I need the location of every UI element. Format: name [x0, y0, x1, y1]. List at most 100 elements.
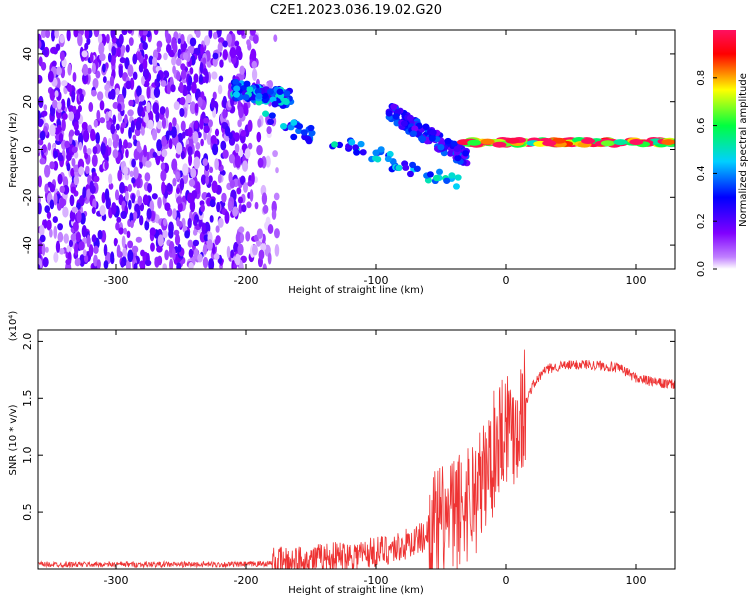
x-tick-label: -200 [234, 574, 259, 587]
spectrogram-cell [197, 96, 203, 108]
spectrogram-cell [69, 129, 75, 137]
spectrogram-cell [86, 234, 91, 248]
spectrogram-cell [271, 209, 277, 220]
spectrogram-y-axis-label: Frequency (Hz) [8, 112, 19, 188]
spectrogram-cell [82, 186, 87, 199]
snr-x-ticks: -300 -200 -100 0 100 [104, 330, 647, 587]
spectrogram-cell [161, 149, 168, 158]
spectrogram-cell [97, 33, 103, 44]
spectrogram-cell [45, 30, 51, 39]
spectrogram-cell [238, 261, 244, 269]
spectrogram-cell [209, 199, 216, 208]
spectrogram-cells [38, 30, 675, 269]
spectrogram-cell [51, 60, 57, 67]
spectrogram-cell [176, 71, 181, 81]
spectrogram-cell [87, 67, 92, 75]
spectrogram-cell [266, 126, 272, 135]
spectrogram-cell [147, 119, 154, 130]
spectrogram-cell [251, 60, 257, 69]
spectrogram-cell [171, 158, 178, 171]
x-tick-label: -100 [364, 574, 389, 587]
spectrogram-cell [238, 203, 243, 214]
spectrogram-cell [103, 260, 109, 269]
spectrogram-cell [137, 51, 142, 61]
spectrogram-cell [188, 75, 193, 86]
spectrogram-cell [132, 71, 138, 80]
spectrogram-cell [116, 46, 121, 58]
spectrogram-cell [249, 30, 256, 36]
spectrogram-cell [99, 117, 106, 124]
spectrogram-cell [428, 135, 436, 142]
spectrogram-cell [115, 123, 120, 131]
spectrogram-cell [122, 247, 127, 259]
spectrogram-cell [175, 142, 183, 155]
spectrogram-cell [146, 86, 151, 99]
spectrogram-cell [230, 249, 235, 259]
y-tick-label: 1.0 [21, 446, 34, 464]
spectrogram-cell [66, 83, 73, 93]
spectrogram-cell [202, 256, 209, 269]
spectrogram-cell [131, 193, 136, 204]
spectrogram-cell [138, 63, 144, 73]
snr-y-ticks: 0.5 1.0 1.5 2.0 [21, 333, 675, 521]
spectrogram-cell [157, 255, 163, 266]
spectrogram-cell [165, 130, 170, 141]
spectrogram-cell [133, 262, 138, 269]
spectrogram-cell [70, 186, 77, 194]
spectrogram-cell [221, 192, 227, 203]
x-tick-label: -200 [234, 274, 259, 287]
spectrogram-cell [131, 245, 139, 254]
colorbar-label: Normalized spectral amplitude [738, 73, 749, 227]
spectrogram-cell [152, 57, 158, 67]
colorbar-tick-label: 0.6 [696, 118, 707, 134]
spectrogram-cell [262, 110, 270, 117]
spectrogram-cell [229, 46, 237, 59]
spectrogram-cell [160, 80, 167, 87]
spectrogram-cell [38, 263, 41, 269]
spectrogram-cell [156, 46, 161, 53]
spectrogram-cell [153, 30, 159, 35]
spectrogram-cell [283, 90, 291, 97]
spectrogram-cell [214, 128, 220, 137]
spectrogram-cell [197, 253, 203, 263]
spectrogram-cell [413, 165, 421, 172]
x-tick-label: 0 [503, 574, 510, 587]
spectrogram-cell [348, 139, 356, 146]
spectrogram-cell [108, 173, 113, 185]
spectrogram-x-axis-label: Height of straight line (km) [288, 285, 424, 296]
spectrogram-cell [234, 40, 240, 47]
spectrogram-cell [38, 144, 41, 154]
spectrogram-cell [49, 183, 56, 193]
spectrogram-cell [58, 154, 64, 162]
spectrogram-cell [42, 144, 47, 154]
spectrogram-cell [374, 156, 382, 163]
spectrogram-cell [68, 111, 75, 122]
spectrogram-cell [59, 34, 65, 44]
spectrogram-cell [172, 177, 177, 187]
spectrogram-cell [241, 160, 249, 172]
spectrogram-cell [142, 42, 148, 50]
spectrogram-cell [41, 243, 46, 256]
spectrogram-cell [160, 162, 166, 171]
spectrogram-cell [232, 206, 239, 217]
spectrogram-cell [190, 81, 197, 94]
spectrogram-cell [193, 156, 201, 170]
spectrogram-cell [426, 171, 434, 178]
spectrogram-cell [168, 229, 174, 239]
spectrogram-cell [209, 166, 214, 174]
spectrogram-cell [217, 173, 222, 184]
spectrogram-cell [243, 80, 251, 87]
spectrogram-cell [97, 229, 103, 240]
spectrogram-cell [359, 149, 367, 156]
spectrogram-cell [211, 71, 218, 80]
spectrogram-cell [237, 50, 243, 61]
spectrogram-cell [180, 120, 186, 132]
spectrogram-cell [40, 61, 47, 71]
spectrogram-cell [180, 33, 185, 45]
spectrogram-cell [248, 142, 253, 150]
spectrogram-cell [444, 137, 452, 145]
spectrogram-cell [234, 143, 240, 154]
spectrogram-cell [128, 199, 132, 210]
spectrogram-cell [228, 82, 233, 92]
spectrogram-cell [244, 148, 251, 160]
